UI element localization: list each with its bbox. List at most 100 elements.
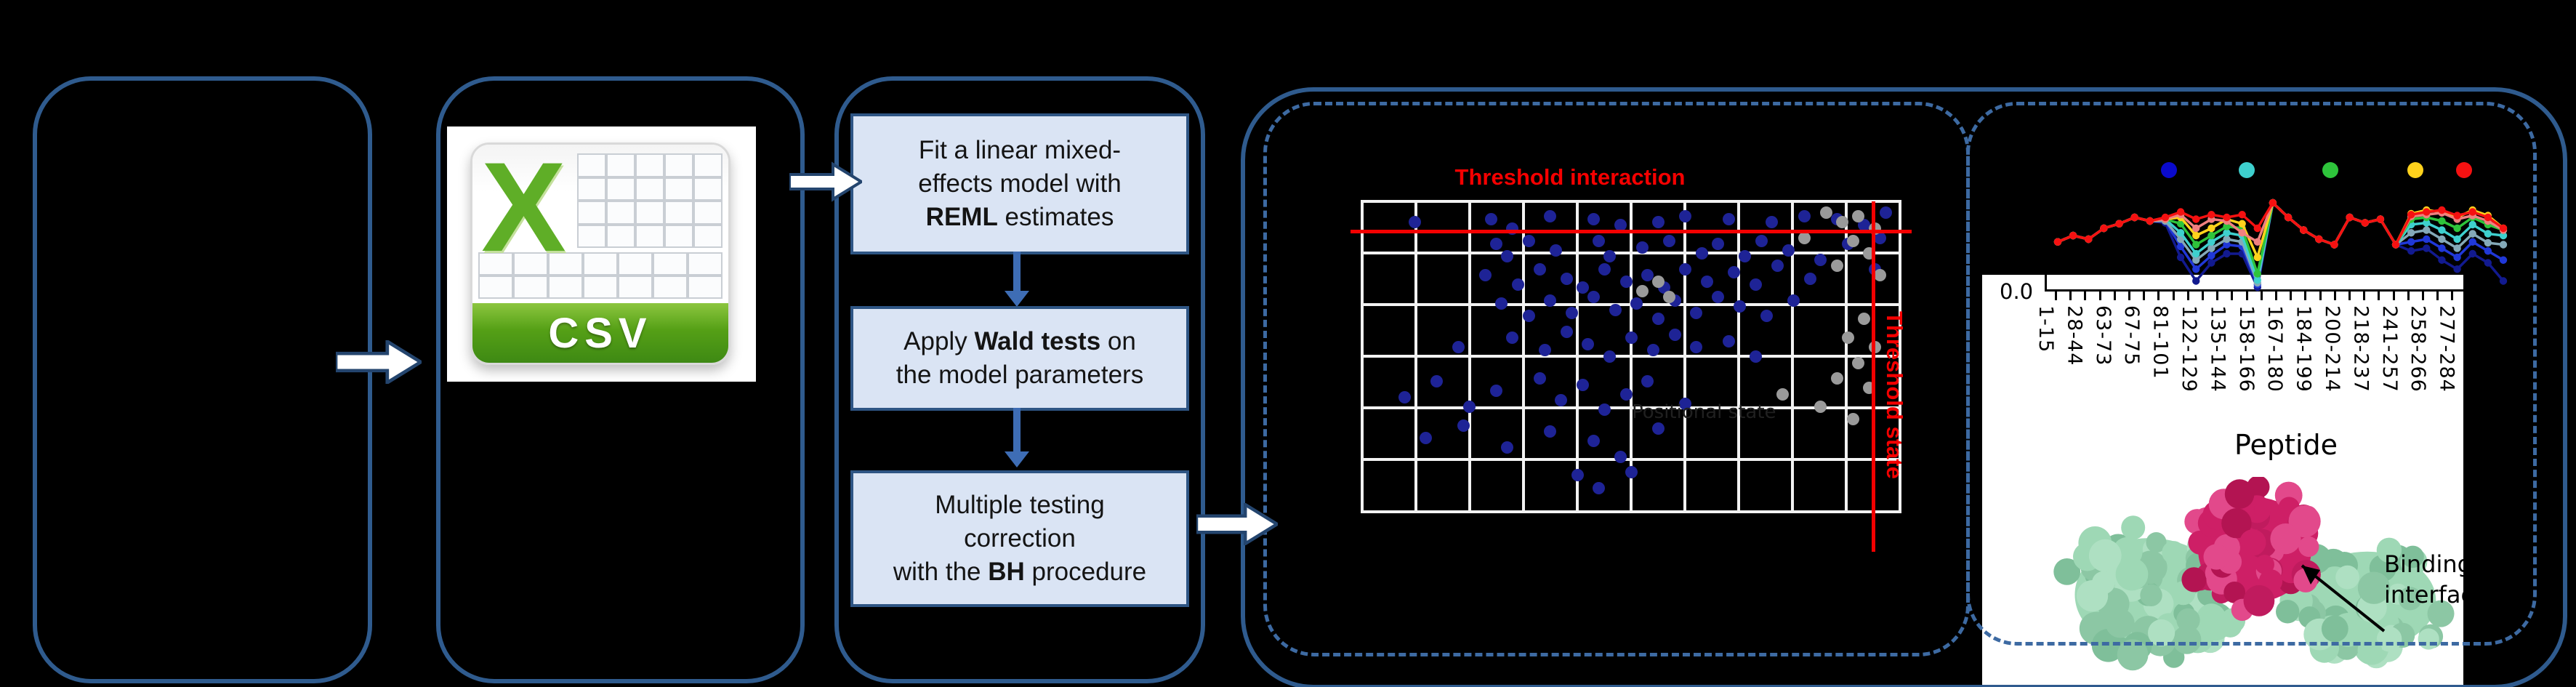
- x-axis-label: 158-166: [2234, 305, 2258, 393]
- x-axis-tick: [2084, 291, 2087, 300]
- line-marker-blue: [2453, 253, 2461, 262]
- line-marker-red: [2284, 213, 2293, 222]
- flow-box-reml-line2: effects model with: [918, 169, 1122, 198]
- line-marker-navy: [2499, 277, 2508, 285]
- scatter-point-interaction-points: [1603, 350, 1617, 363]
- x-axis-tick: [2363, 291, 2366, 300]
- x-axis-tick: [2333, 291, 2336, 300]
- line-marker-cadet: [2453, 244, 2461, 252]
- scatter-point-interaction-points: [1582, 337, 1595, 350]
- scatter-point-state-points: [1814, 400, 1827, 413]
- flow-box-bh: Multiple testing correction with the BH …: [850, 470, 1189, 607]
- legend-dot-4: [2456, 162, 2472, 178]
- line-marker-turquoise: [2423, 219, 2431, 227]
- threshold-state-label: Threshold state: [1882, 311, 1907, 479]
- grid-line-horizontal: [1361, 200, 1901, 203]
- line-marker-navy: [2484, 259, 2492, 267]
- line-marker-red: [2484, 213, 2492, 222]
- x-axis-label: 67-75: [2120, 305, 2144, 366]
- line-marker-red: [2269, 198, 2277, 207]
- flow-arrow-2-head: [1005, 451, 1029, 467]
- arrow-panel2-to-panel3: [789, 161, 862, 202]
- line-marker-blue: [2499, 256, 2508, 264]
- line-marker-turquoise: [2176, 229, 2185, 237]
- flow-box-wald-line2: the model parameters: [895, 361, 1144, 389]
- line-marker-navy: [2453, 265, 2461, 273]
- scatter-point-interaction-points: [1420, 431, 1433, 444]
- caption-line-1: Binding: [2384, 550, 2463, 578]
- uptake-line-chart: [2053, 198, 2508, 292]
- flow-box-wald-line1: Apply Wald tests on: [903, 326, 1136, 355]
- scatter-point-interaction-points: [1587, 435, 1600, 448]
- spreadsheet-cell: [606, 201, 635, 225]
- line-marker-green: [2438, 217, 2446, 225]
- scatter-point-interaction-points: [1879, 206, 1892, 220]
- scatter-point-interaction-points: [1641, 269, 1654, 282]
- legend-dot-3: [2407, 162, 2423, 178]
- scatter-point-interaction-points: [1803, 272, 1816, 285]
- line-marker-red: [2161, 213, 2170, 222]
- scatter-point-interaction-points: [1430, 375, 1444, 388]
- arrow-panel1-to-panel2: [336, 340, 422, 384]
- spreadsheet-cell: [513, 276, 548, 299]
- panel-statistical-workflow: [834, 76, 1205, 683]
- x-axis-title: Peptide: [2234, 429, 2338, 461]
- scatter-point-interaction-points: [1787, 294, 1800, 307]
- line-marker-turquoise: [2253, 276, 2261, 284]
- line-marker-red: [2300, 226, 2308, 234]
- scatter-point-interaction-points: [1782, 244, 1795, 257]
- spreadsheet-grid: [577, 153, 723, 248]
- protein-core: [2181, 477, 2321, 621]
- spreadsheet-cell: [577, 201, 606, 225]
- spreadsheet-cell: [577, 153, 606, 177]
- scatter-point-interaction-points: [1511, 278, 1524, 292]
- line-marker-cadet: [2207, 244, 2215, 252]
- subpanel-threshold-scatter: [1263, 102, 1970, 656]
- scatter-point-interaction-points: [1646, 344, 1659, 357]
- x-axis-tick: [2186, 291, 2189, 300]
- line-marker-navy: [2192, 277, 2200, 285]
- line-marker-red: [2407, 211, 2415, 219]
- x-axis-tick: [2055, 291, 2057, 300]
- spreadsheet-cell: [478, 252, 513, 276]
- line-marker-green: [2207, 231, 2215, 240]
- x-axis-tick: [2304, 291, 2307, 300]
- spreadsheet-cell: [618, 276, 653, 299]
- spreadsheet-cell: [693, 177, 723, 201]
- scatter-point-state-points: [1841, 332, 1854, 345]
- scatter-point-interaction-points: [1701, 275, 1714, 288]
- line-marker-blue: [2438, 244, 2446, 252]
- scatter-point-interaction-points: [1555, 394, 1568, 407]
- line-marker-salmon: [2192, 224, 2200, 233]
- line-marker-turquoise: [2438, 226, 2446, 234]
- x-axis-tick: [2451, 291, 2454, 300]
- spreadsheet-cell: [635, 153, 664, 177]
- flow-box-bh-line1: Multiple testing: [935, 490, 1105, 519]
- line-marker-red: [2346, 213, 2354, 222]
- spreadsheet-cell: [577, 224, 606, 248]
- x-axis-tick: [2275, 291, 2277, 300]
- scatter-point-interaction-points: [1625, 332, 1638, 345]
- y-tick-label: 0.0: [2000, 279, 2034, 304]
- line-marker-red: [2330, 241, 2338, 249]
- x-axis-label: 122-129: [2178, 305, 2200, 393]
- x-axis-tick: [2378, 291, 2380, 300]
- x-axis-line: [2045, 289, 2463, 292]
- spreadsheet-cell: [664, 224, 693, 248]
- line-marker-red: [2376, 215, 2385, 223]
- line-marker-navy: [2407, 247, 2415, 255]
- scatter-point-interaction-points: [1522, 234, 1535, 247]
- spreadsheet-cell: [606, 224, 635, 248]
- line-marker-red: [2192, 215, 2200, 223]
- scatter-point-interaction-points: [1679, 209, 1692, 222]
- scatter-point-interaction-points: [1593, 234, 1606, 247]
- line-marker-red: [2438, 206, 2446, 214]
- line-marker-red: [2468, 208, 2476, 216]
- scatter-point-interaction-points: [1544, 294, 1557, 307]
- line-marker-cadet: [2423, 226, 2431, 234]
- csv-file-icon: X CSV: [470, 142, 730, 365]
- protein-partner-right: [2276, 537, 2455, 669]
- panel-input-data: [33, 76, 372, 683]
- line-marker-green: [2223, 222, 2231, 230]
- x-axis-tick: [2113, 291, 2116, 300]
